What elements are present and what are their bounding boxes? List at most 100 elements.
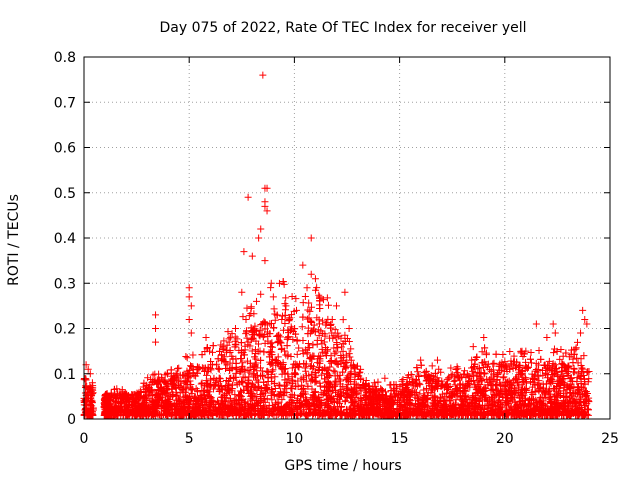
data-point [270, 379, 278, 387]
data-point [304, 340, 312, 348]
data-point [258, 406, 266, 414]
data-point [200, 387, 208, 395]
data-point [313, 284, 321, 292]
data-point [175, 381, 183, 389]
data-point [233, 379, 241, 387]
data-point [308, 385, 316, 393]
data-point [496, 401, 504, 409]
data-point [288, 311, 296, 319]
data-point [322, 351, 330, 359]
data-point [226, 366, 234, 374]
data-point [311, 408, 319, 416]
data-point [483, 397, 491, 405]
data-point [318, 371, 326, 379]
data-point [275, 337, 283, 345]
data-point [347, 393, 355, 401]
data-point [151, 398, 159, 406]
data-point [318, 340, 326, 348]
data-point [297, 391, 305, 399]
data-point [207, 394, 215, 402]
data-point [428, 362, 436, 370]
data-point [276, 406, 284, 414]
data-point [151, 370, 159, 378]
data-point [299, 299, 307, 307]
data-point [189, 351, 197, 359]
data-point [478, 377, 486, 385]
data-point [337, 409, 345, 417]
data-point [183, 354, 191, 362]
data-point [267, 343, 275, 351]
data-point [537, 355, 545, 363]
data-point [273, 311, 281, 319]
data-point [422, 367, 430, 375]
data-point [514, 379, 522, 387]
data-point [224, 328, 232, 336]
data-point [183, 397, 191, 405]
data-point [298, 381, 306, 389]
data-point [237, 355, 245, 363]
data-point [284, 351, 292, 359]
data-point [339, 368, 347, 376]
data-point [257, 411, 265, 419]
data-point [148, 391, 156, 399]
data-point [270, 411, 278, 419]
data-point [155, 411, 163, 419]
data-point [416, 390, 424, 398]
data-point [307, 303, 315, 311]
data-point [229, 355, 237, 363]
data-point [527, 359, 535, 367]
data-point [285, 317, 293, 325]
data-point [463, 411, 471, 419]
data-point [201, 411, 209, 419]
data-point [548, 376, 556, 384]
data-point [278, 344, 286, 352]
data-point [354, 382, 362, 390]
data-point [540, 384, 548, 392]
data-point [261, 325, 269, 333]
data-point [239, 379, 247, 387]
data-point [232, 411, 240, 419]
data-point [373, 404, 381, 412]
data-point [237, 367, 245, 375]
data-point [348, 398, 356, 406]
data-point [137, 389, 145, 397]
data-point [219, 411, 227, 419]
data-point [295, 398, 303, 406]
data-point [277, 346, 285, 354]
data-point [315, 403, 323, 411]
data-point [414, 368, 422, 376]
data-point [542, 364, 550, 372]
data-point [221, 408, 229, 416]
data-point [82, 405, 90, 413]
data-point [204, 363, 212, 371]
data-point [431, 411, 439, 419]
data-point [215, 365, 223, 373]
data-point [270, 324, 278, 332]
data-point [241, 346, 249, 354]
data-point [201, 367, 209, 375]
data-point [282, 294, 290, 302]
data-point [283, 389, 291, 397]
data-point [248, 331, 256, 339]
data-point [347, 345, 355, 353]
data-point [450, 377, 458, 385]
data-point [330, 332, 338, 340]
data-point [321, 375, 329, 383]
data-point [490, 372, 498, 380]
data-point [256, 347, 264, 355]
data-point [335, 375, 343, 383]
data-point [585, 367, 593, 375]
data-point [205, 408, 213, 416]
data-point [550, 349, 558, 357]
data-point [341, 397, 349, 405]
data-point [323, 294, 331, 302]
data-point [209, 342, 217, 350]
data-point [144, 374, 152, 382]
data-point [268, 320, 276, 328]
data-point [556, 355, 564, 363]
data-point [460, 370, 468, 378]
data-point [339, 316, 347, 324]
data-point [283, 379, 291, 387]
data-point [128, 400, 136, 408]
data-point [477, 406, 485, 414]
